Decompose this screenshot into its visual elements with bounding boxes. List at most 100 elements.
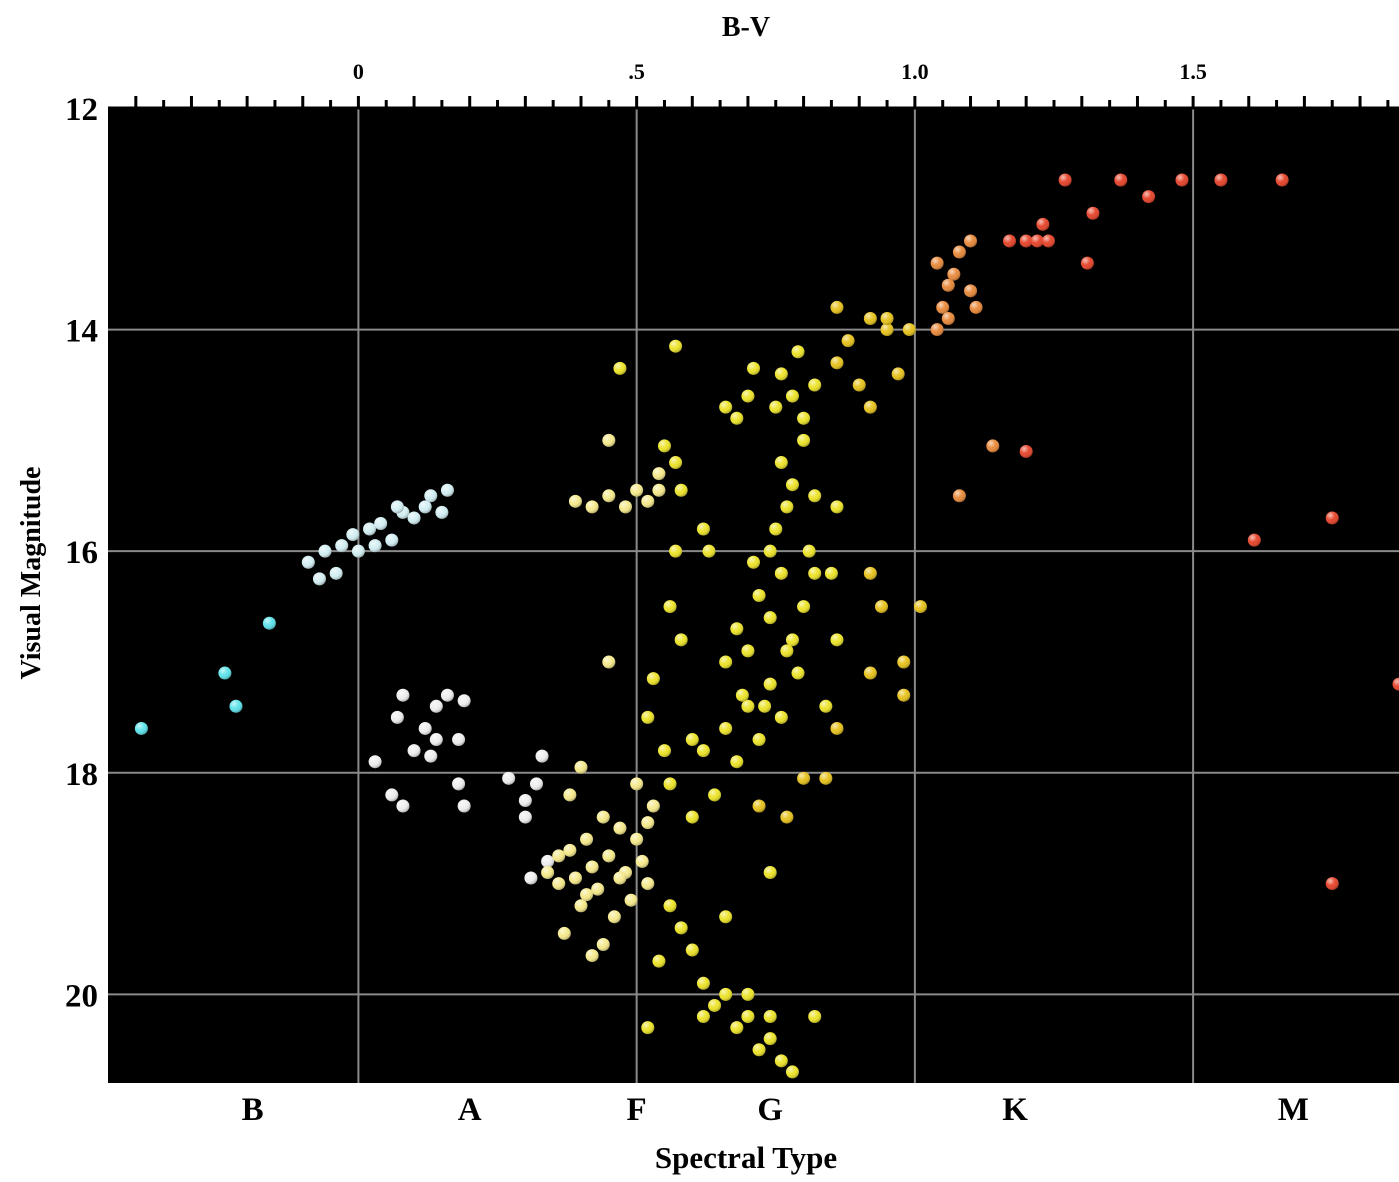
star-point-shading bbox=[863, 400, 877, 414]
star-point-shading bbox=[418, 721, 432, 735]
star-point-shading bbox=[418, 500, 432, 514]
star-point-shading bbox=[602, 655, 616, 669]
star-point-shading bbox=[785, 478, 799, 492]
star-point-shading bbox=[335, 539, 349, 553]
star-point-shading bbox=[696, 1010, 710, 1024]
star-point-shading bbox=[802, 544, 816, 558]
star-point-shading bbox=[1080, 256, 1094, 270]
grid-lines bbox=[108, 107, 1399, 1083]
star-point-shading bbox=[641, 494, 655, 508]
star-point-shading bbox=[1086, 206, 1100, 220]
star-point-shading bbox=[930, 256, 944, 270]
star-point-shading bbox=[874, 600, 888, 614]
star-point-shading bbox=[808, 378, 822, 392]
y-tick-label: 14 bbox=[65, 314, 98, 350]
star-point-shading bbox=[719, 987, 733, 1001]
star-point-shading bbox=[585, 860, 599, 874]
star-point-shading bbox=[719, 655, 733, 669]
star-point-shading bbox=[1214, 173, 1228, 187]
star-point-shading bbox=[897, 688, 911, 702]
star-point-shading bbox=[808, 489, 822, 503]
top-axis-tick-labels: 0 .5 1.0 1.5 bbox=[353, 59, 1207, 84]
star-point-shading bbox=[769, 522, 783, 536]
star-point-shading bbox=[808, 566, 822, 580]
star-point-shading bbox=[312, 572, 326, 586]
star-point-shading bbox=[407, 744, 421, 758]
star-point-shading bbox=[791, 345, 805, 359]
star-point-shading bbox=[552, 877, 566, 891]
star-point-shading bbox=[619, 500, 633, 514]
star-point-shading bbox=[457, 694, 471, 708]
y-axis-tick-labels: 12 14 16 18 20 bbox=[65, 92, 98, 1014]
star-point-shading bbox=[669, 339, 683, 353]
star-point-shading bbox=[630, 777, 644, 791]
star-point-shading bbox=[685, 810, 699, 824]
star-point-shading bbox=[635, 854, 649, 868]
star-point-shading bbox=[797, 411, 811, 425]
star-point-shading bbox=[440, 483, 454, 497]
star-point-shading bbox=[1275, 173, 1289, 187]
star-point-shading bbox=[1247, 533, 1261, 547]
star-point-shading bbox=[613, 871, 627, 885]
star-point-shading bbox=[830, 721, 844, 735]
star-point-shading bbox=[830, 356, 844, 370]
star-point-shading bbox=[385, 533, 399, 547]
star-point-shading bbox=[318, 544, 332, 558]
star-point-shading bbox=[457, 799, 471, 813]
star-point-shading bbox=[1175, 173, 1189, 187]
star-point-shading bbox=[902, 323, 916, 337]
star-point-shading bbox=[652, 954, 666, 968]
star-point-shading bbox=[730, 411, 744, 425]
star-point-shading bbox=[613, 361, 627, 375]
top-tick-label: 0 bbox=[353, 59, 364, 84]
star-point-shading bbox=[930, 323, 944, 337]
star-point-shading bbox=[541, 865, 555, 879]
star-point-shading bbox=[613, 821, 627, 835]
star-point-shading bbox=[774, 1054, 788, 1068]
top-tick-label: .5 bbox=[628, 59, 645, 84]
star-point-shading bbox=[880, 323, 894, 337]
star-point-shading bbox=[390, 500, 404, 514]
star-point-shading bbox=[774, 367, 788, 381]
star-point-shading bbox=[524, 871, 538, 885]
star-point-shading bbox=[363, 522, 377, 536]
star-point-shading bbox=[346, 528, 360, 542]
star-point-shading bbox=[557, 926, 571, 940]
star-point-shading bbox=[641, 1021, 655, 1035]
star-point-shading bbox=[719, 721, 733, 735]
star-point-shading bbox=[696, 522, 710, 536]
star-point-shading bbox=[390, 710, 404, 724]
star-point-shading bbox=[741, 699, 755, 713]
star-point-shading bbox=[986, 439, 1000, 453]
spectral-class-label: K bbox=[1002, 1092, 1028, 1128]
star-point-shading bbox=[741, 987, 755, 1001]
star-point-shading bbox=[808, 1010, 822, 1024]
star-point-shading bbox=[891, 367, 905, 381]
star-point-shading bbox=[1030, 234, 1044, 248]
star-point-shading bbox=[763, 1032, 777, 1046]
y-tick-label: 12 bbox=[65, 92, 98, 128]
star-point-shading bbox=[368, 539, 382, 553]
spectral-class-label: F bbox=[627, 1092, 647, 1128]
star-point-shading bbox=[685, 733, 699, 747]
star-point-shading bbox=[602, 849, 616, 863]
star-point-shading bbox=[763, 865, 777, 879]
star-point-shading bbox=[1058, 173, 1072, 187]
spectral-class-label: G bbox=[757, 1092, 783, 1128]
star-point-shading bbox=[797, 600, 811, 614]
star-point-shading bbox=[374, 516, 388, 530]
star-point-shading bbox=[385, 788, 399, 802]
top-tick-label: 1.5 bbox=[1179, 59, 1207, 84]
star-point-shading bbox=[769, 400, 783, 414]
star-point-shading bbox=[719, 910, 733, 924]
star-point-shading bbox=[607, 910, 621, 924]
star-point-shading bbox=[669, 456, 683, 470]
star-point-shading bbox=[708, 998, 722, 1012]
star-point-shading bbox=[574, 899, 588, 913]
star-point-shading bbox=[518, 793, 532, 807]
star-point-shading bbox=[852, 378, 866, 392]
star-point-shading bbox=[735, 688, 749, 702]
star-point-shading bbox=[580, 888, 594, 902]
star-point-shading bbox=[941, 278, 955, 292]
